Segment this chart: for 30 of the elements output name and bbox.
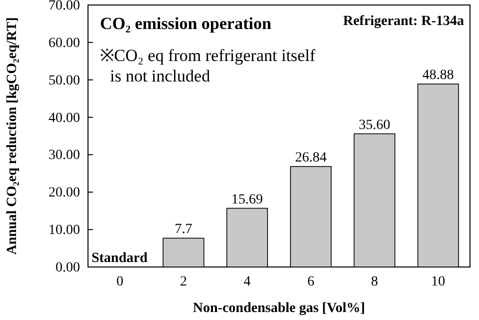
bar [162,238,204,268]
y-tick-label: 60.00 [48,36,80,51]
data-label: 26.84 [295,150,327,166]
x-tick-label: 4 [244,274,251,290]
x-tick-label: 10 [431,274,446,290]
y-tick-label: 20.00 [48,186,80,201]
y-tick-label: 70.00 [48,0,80,14]
y-axis-title: Annual CO₂eq reduction [kgCO₂eq/RT] [5,17,20,255]
y-tick-label: 30.00 [48,148,80,164]
data-label: 48.88 [422,68,454,84]
x-tick-label: 8 [371,274,378,290]
x-tick-label: 0 [116,274,124,290]
annotation: ※CO₂ eq from refrigerant itself is not included [100,46,316,86]
bar [290,166,332,268]
annotation: Refrigerant: R-134a [343,14,464,29]
bar [417,84,459,268]
data-label: Standard [91,251,148,266]
bar [354,133,396,268]
data-label: 15.69 [231,192,263,208]
x-tick-label: 6 [307,274,314,290]
y-tick-label: 0.00 [56,260,80,276]
text: CO₂ emission operation [100,14,272,33]
y-tick-label: 40.00 [48,110,80,126]
y-tick-label: 50.00 [48,73,80,88]
x-axis-title: Non-condensable gas [Vol%] [192,301,366,316]
x-tick-label: 2 [180,274,187,290]
bar [226,208,268,268]
y-tick-label: 10.00 [48,223,80,238]
data-label: 35.60 [358,118,390,133]
data-label: 7.7 [174,222,192,238]
